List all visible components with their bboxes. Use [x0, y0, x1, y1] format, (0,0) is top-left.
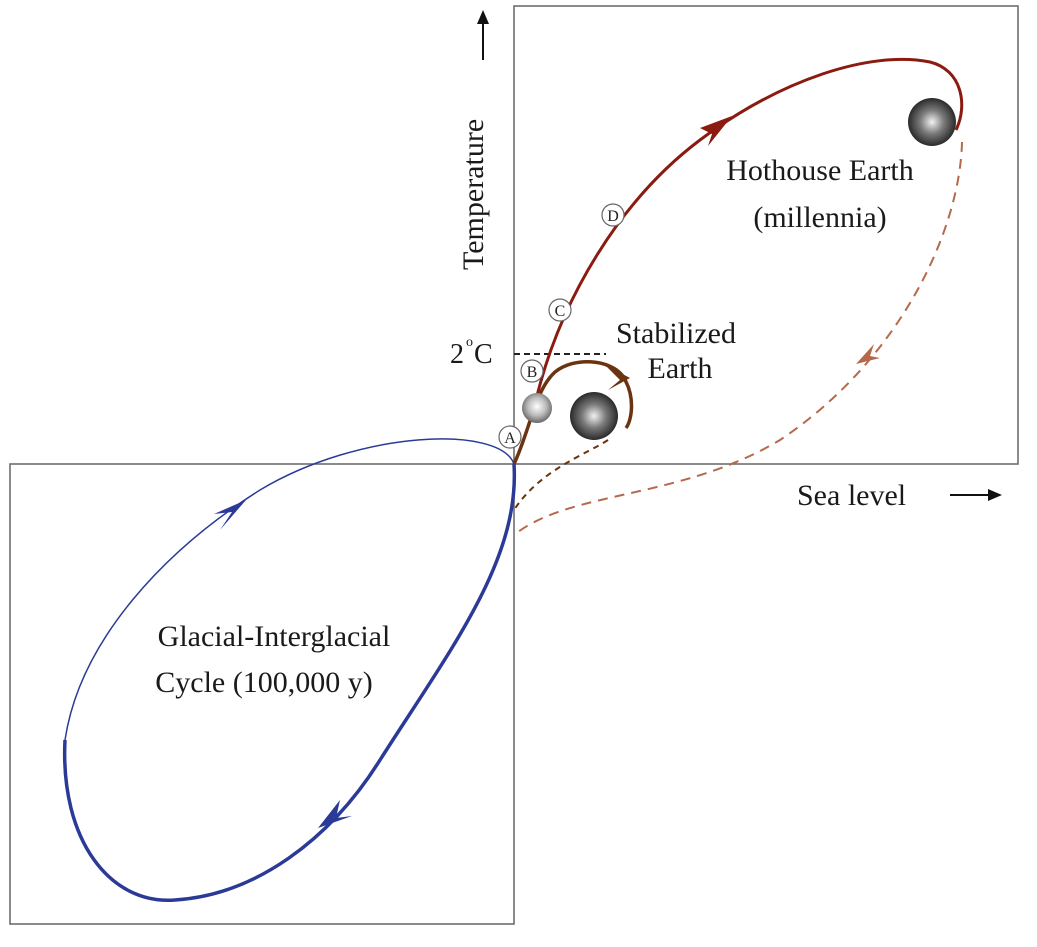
- glacial-arrow-down: [318, 800, 352, 828]
- temperature-axis-arrow: [477, 10, 489, 60]
- hothouse-return-dashed: [513, 141, 963, 536]
- return-arrow: [856, 344, 880, 364]
- glacial-loop-thin: [64, 438, 515, 741]
- threshold-unit: C: [474, 339, 493, 370]
- current-state-ball: [522, 393, 552, 423]
- svg-text:D: D: [607, 208, 619, 225]
- stabilized-label-line2: Earth: [648, 352, 713, 385]
- stabilized-return-dashed: [513, 439, 609, 511]
- glacial-label-line1: Glacial-Interglacial: [158, 620, 391, 653]
- hothouse-arrow: [700, 116, 732, 146]
- upper-right-frame: [513, 5, 1019, 465]
- glacial-label-line2: Cycle (100,000 y): [155, 666, 372, 699]
- stabilized-arrow: [604, 364, 630, 390]
- svg-text:C: C: [555, 303, 566, 320]
- marker-a: A: [498, 425, 522, 449]
- sea-level-axis-arrow: [950, 489, 1002, 501]
- lower-left-frame: [9, 463, 515, 925]
- hothouse-label-line1: Hothouse Earth: [726, 154, 913, 187]
- glacial-arrow-up: [214, 500, 246, 530]
- marker-c: C: [548, 298, 572, 322]
- marker-b: B: [520, 359, 544, 383]
- threshold-value: 2: [450, 339, 464, 370]
- threshold-label: 2 o C: [450, 335, 493, 370]
- svg-text:A: A: [504, 430, 516, 447]
- svg-text:B: B: [527, 364, 538, 381]
- hothouse-ball: [908, 98, 956, 146]
- threshold-degree-sup: o: [466, 335, 473, 350]
- temperature-axis-label: Temperature: [457, 119, 490, 270]
- glacial-loop-thick: [62, 463, 517, 902]
- stabilized-ball: [570, 392, 618, 440]
- hothouse-label-line2: (millennia): [753, 201, 886, 234]
- stabilized-label-line1: Stabilized: [616, 317, 736, 350]
- marker-d: D: [601, 203, 625, 227]
- sea-level-axis-label: Sea level: [797, 479, 906, 512]
- hothouse-trajectory: [534, 57, 964, 401]
